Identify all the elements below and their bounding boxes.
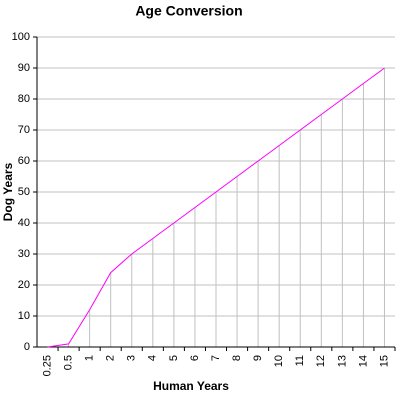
x-tick-label: 5	[168, 355, 180, 361]
x-tick-label: 0.5	[62, 355, 74, 370]
y-tick-label: 60	[18, 155, 30, 167]
x-tick-label: 6	[189, 355, 201, 361]
y-tick-label: 10	[18, 310, 30, 322]
x-tick-label: 15	[378, 355, 390, 367]
y-tick-label: 40	[18, 217, 30, 229]
y-tick-label: 0	[24, 341, 30, 353]
x-tick-label: 9	[252, 355, 264, 361]
x-tick-label: 11	[294, 355, 306, 366]
y-tick-label: 90	[18, 62, 30, 74]
x-axis-title: Human Years	[153, 379, 229, 393]
y-tick-label: 50	[18, 186, 30, 198]
y-axis-title: Dog Years	[1, 162, 15, 221]
y-tick-label: 70	[18, 124, 30, 136]
y-tick-label: 80	[18, 93, 30, 105]
x-tick-label: 10	[273, 355, 285, 367]
y-tick-label: 30	[18, 248, 30, 260]
x-tick-label: 2	[105, 355, 117, 361]
x-tick-label: 8	[231, 355, 243, 361]
x-tick-label: 12	[315, 355, 327, 367]
x-tick-label: 0.25	[41, 355, 53, 376]
y-tick-label: 20	[18, 279, 30, 291]
y-tick-label: 100	[12, 31, 30, 43]
x-tick-label: 4	[147, 355, 159, 361]
x-tick-label: 3	[126, 355, 138, 361]
x-tick-label: 14	[357, 355, 369, 367]
data-line	[47, 67, 385, 348]
x-tick-label: 13	[336, 355, 348, 367]
x-tick-label: 7	[210, 355, 222, 361]
chart-title: Age Conversion	[135, 3, 242, 19]
x-tick-label: 1	[84, 355, 96, 361]
